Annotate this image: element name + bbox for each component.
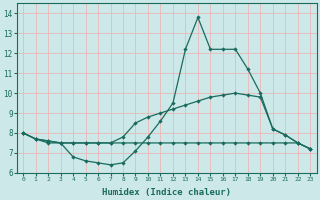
X-axis label: Humidex (Indice chaleur): Humidex (Indice chaleur): [102, 188, 231, 197]
